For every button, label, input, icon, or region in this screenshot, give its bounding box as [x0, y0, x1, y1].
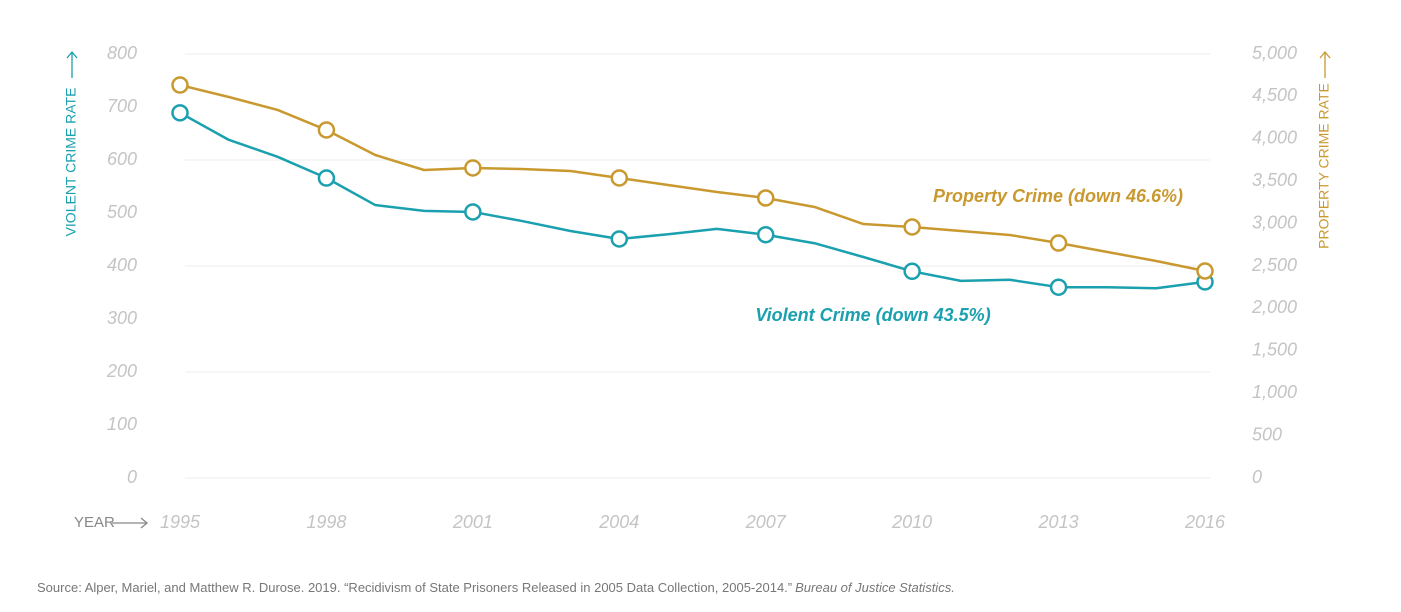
point-marker: [610, 169, 629, 187]
point-marker: [1049, 278, 1068, 296]
y2-tick-label: 2,500: [1251, 255, 1297, 275]
point-marker: [317, 121, 336, 139]
x-tick-label: 1998: [306, 512, 346, 532]
point-marker: [317, 169, 336, 187]
y-tick-label: 0: [127, 467, 137, 487]
source-italic: Bureau of Justice Statistics.: [795, 580, 955, 595]
point-marker: [756, 225, 775, 244]
y2-axis-label: PROPERTY CRIME RATE: [1316, 83, 1332, 249]
y2-axis-arrow: [1319, 50, 1331, 78]
y-tick-label: 500: [107, 202, 137, 222]
y-tick-label: 700: [107, 96, 137, 116]
series-label: Violent Crime (down 43.5%): [755, 305, 990, 325]
y2-tick-label: 500: [1252, 424, 1282, 444]
x-tick-label: 2016: [1184, 512, 1226, 532]
y-axis-label: VIOLENT CRIME RATE: [63, 88, 79, 237]
x-tick-label: 2010: [891, 512, 932, 532]
series-line: [179, 83, 1206, 273]
y2-tick-label: 1,000: [1252, 382, 1297, 402]
point-marker: [1196, 262, 1214, 280]
y-tick-label: 600: [107, 149, 137, 169]
x-tick-label: 2004: [598, 512, 639, 532]
y-tick-label: 800: [107, 43, 137, 63]
point-marker: [171, 76, 189, 94]
y2-tick-label: 4,500: [1252, 85, 1297, 105]
y2-tick-label: 3,500: [1252, 170, 1297, 190]
point-marker: [903, 218, 921, 236]
y-tick-label: 100: [107, 414, 137, 434]
x-tick-label: 2007: [745, 512, 787, 532]
point-marker: [756, 189, 775, 207]
x-axis-arrow: [112, 517, 149, 529]
y2-tick-label: 2,000: [1251, 297, 1297, 317]
point-marker: [903, 262, 921, 281]
x-tick-label: 1995: [160, 512, 201, 532]
y2-tick-label: 0: [1252, 467, 1262, 487]
series-label: Property Crime (down 46.6%): [933, 186, 1183, 206]
point-marker: [464, 203, 482, 221]
y2-tick-label: 3,000: [1252, 212, 1297, 232]
source: Source: Alper, Mariel, and Matthew R. Du…: [37, 580, 955, 595]
point-marker: [464, 159, 482, 177]
y-tick-label: 400: [107, 255, 137, 275]
y2-tick-label: 5,000: [1252, 43, 1297, 63]
source-text: Source: Alper, Mariel, and Matthew R. Du…: [37, 580, 792, 595]
series-line: [179, 111, 1206, 290]
x-axis-label: YEAR: [74, 514, 115, 531]
point-marker: [171, 104, 189, 122]
y2-tick-label: 4,000: [1252, 128, 1297, 148]
y-tick-label: 200: [106, 361, 137, 381]
x-tick-label: 2013: [1038, 512, 1079, 532]
x-tick-label: 2001: [452, 512, 493, 532]
y2-tick-label: 1,500: [1252, 340, 1297, 360]
y-axis-arrow: [66, 50, 78, 78]
point-marker: [1049, 234, 1068, 252]
point-marker: [610, 230, 629, 248]
y-tick-label: 300: [107, 308, 137, 328]
